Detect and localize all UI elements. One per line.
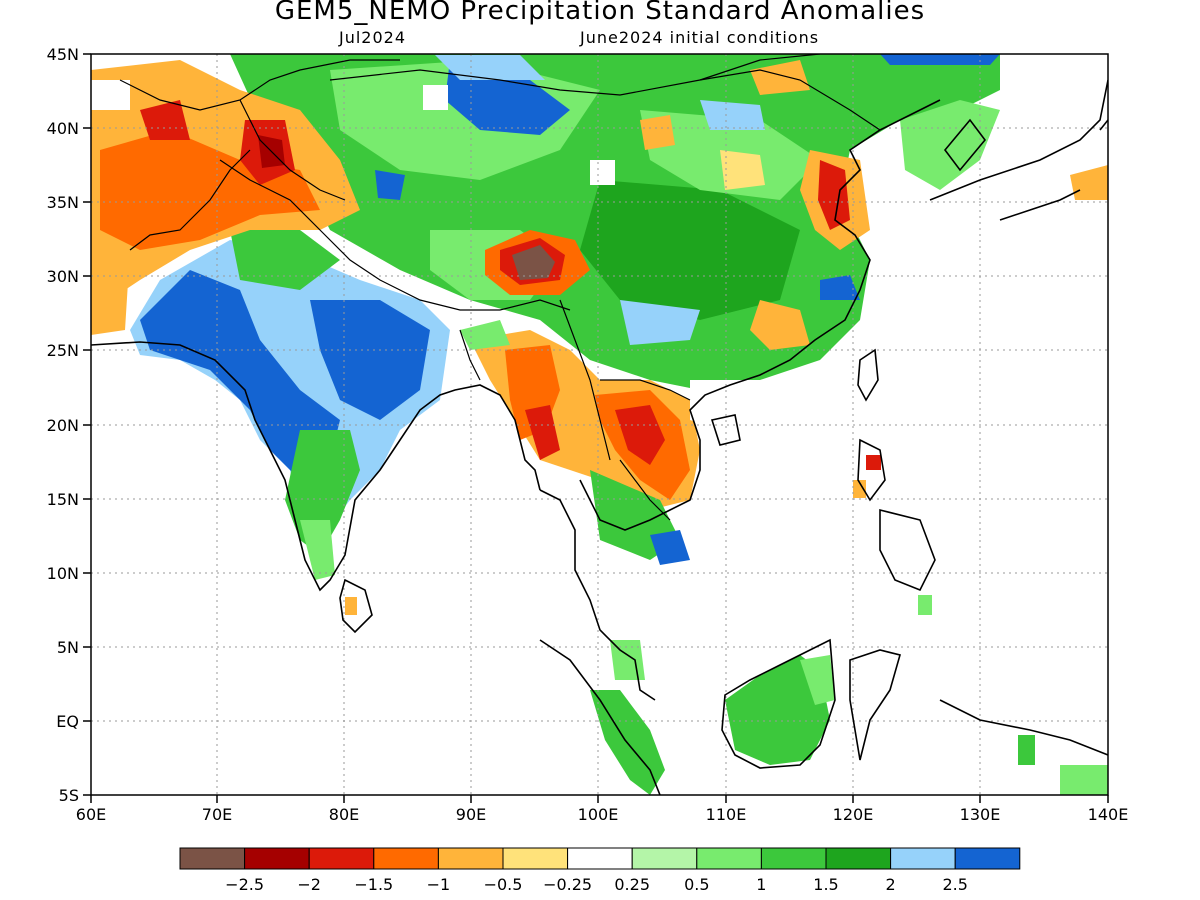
colorbar [179,847,1021,870]
colorbar-swatch [890,847,956,870]
colorbar-swatch [954,847,1021,870]
lat-tick-label: EQ [56,712,79,731]
map-title: GEM5_NEMO Precipitation Standard Anomali… [274,0,926,26]
lon-tick-label: 130E [960,805,1001,824]
lon-tick-label: 110E [706,805,747,824]
colorbar-label: 0.5 [684,875,709,894]
colorbar-swatch [179,847,246,870]
colorbar-swatch [631,847,698,870]
lat-tick-label: 35N [47,193,79,212]
lon-tick-label: 90E [456,805,486,824]
colorbar-swatch [760,847,827,870]
colorbar-swatch [825,847,892,870]
colorbar-swatch [373,847,439,870]
colorbar-swatch [244,847,310,870]
coastlines [91,79,1108,795]
colorbar-label: 1 [756,875,766,894]
colorbar-label: −1 [427,875,451,894]
lon-tick-label: 100E [578,805,619,824]
lat-tick-label: 5S [59,786,79,805]
lon-tick-label: 140E [1088,805,1129,824]
lat-tick-label: 5N [57,638,79,657]
colorbar-label: −0.5 [484,875,523,894]
initial-conditions: June2024 initial conditions [580,28,820,47]
lat-tick-label: 20N [47,416,79,435]
colorbar-label: 1.5 [813,875,838,894]
colorbar-swatch [308,847,375,870]
colorbar-label: −0.25 [543,875,592,894]
lat-tick-label: 10N [47,564,79,583]
colorbar-label: 2.5 [942,875,967,894]
anomaly-field [91,54,1108,795]
gridlines [91,54,1108,795]
lat-tick-label: 25N [47,341,79,360]
colorbar-label: 0.25 [614,875,650,894]
colorbar-swatch [502,847,569,870]
colorbar-swatch [437,847,504,870]
colorbar-label: −1.5 [354,875,393,894]
colorbar-label: −2 [297,875,321,894]
lon-tick-label: 120E [833,805,874,824]
lat-tick-label: 30N [47,267,79,286]
forecast-month: Jul2024 [339,28,407,47]
lon-tick-label: 70E [202,805,232,824]
lon-tick-label: 80E [329,805,359,824]
political-borders [119,54,881,521]
lat-tick-label: 15N [47,490,79,509]
lon-tick-label: 60E [76,805,106,824]
colorbar-label: 2 [886,875,896,894]
colorbar-label: −2.5 [225,875,264,894]
lat-tick-label: 40N [47,119,79,138]
lat-tick-label: 45N [47,45,79,64]
colorbar-swatch [567,847,633,870]
colorbar-swatch [696,847,762,870]
colorbar-labels: −2.5 −2 −1.5 −1 −0.5 −0.25 0.25 0.5 1 1.5 2 2.5 [225,875,968,894]
